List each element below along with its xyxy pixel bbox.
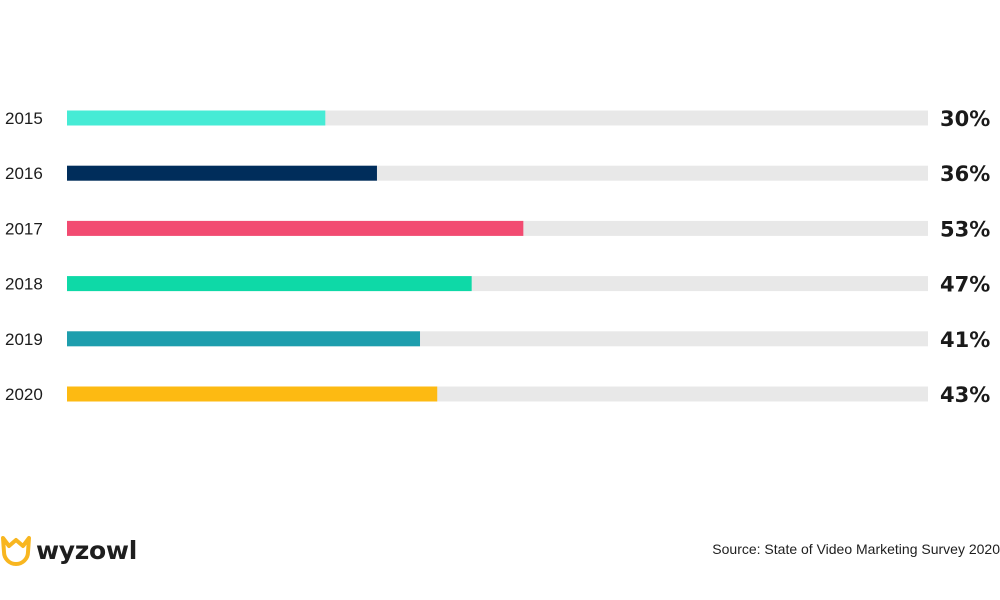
wyzowl-logo: wyzowl (0, 532, 137, 568)
bar (67, 276, 472, 292)
value-label: 36% (940, 162, 990, 186)
source-note: Source: State of Video Marketing Survey … (712, 541, 1000, 557)
value-label: 41% (940, 328, 990, 352)
bar (67, 331, 421, 347)
category-label: 2018 (5, 275, 43, 294)
value-label: 30% (940, 107, 990, 131)
value-label: 53% (940, 217, 990, 241)
category-label: 2017 (5, 219, 43, 238)
category-label: 2020 (5, 385, 43, 404)
bar (67, 165, 377, 181)
logo-text: wyzowl (36, 535, 137, 565)
bar-chart: 2015 30% 2016 36% 2017 53% 2018 47% 2019 41% 2020 4… (5, 107, 990, 407)
category-label: 2016 (5, 164, 43, 183)
owl-icon (1, 536, 31, 566)
value-label: 43% (940, 383, 990, 407)
category-label: 2019 (5, 330, 43, 349)
category-label: 2015 (5, 109, 43, 128)
bar (67, 110, 326, 126)
bar (67, 220, 524, 236)
value-label: 47% (940, 273, 990, 297)
bar (67, 386, 438, 402)
